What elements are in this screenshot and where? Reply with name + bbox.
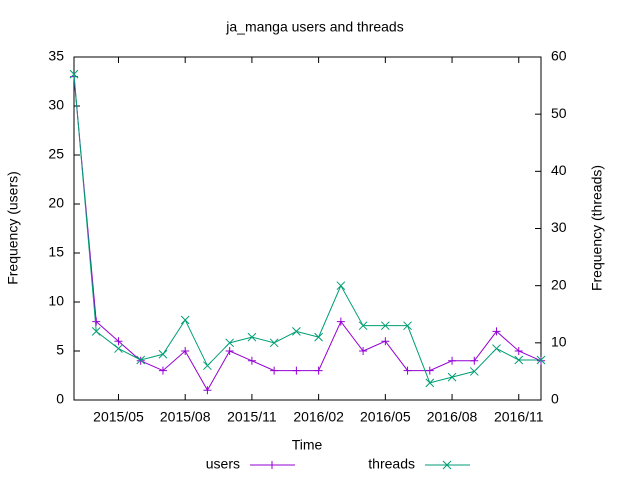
x-tick-label: 2015/11	[227, 409, 277, 425]
y2-tick-label: 0	[551, 391, 559, 407]
series-point	[114, 337, 123, 346]
series-point	[114, 344, 123, 353]
series-point	[469, 367, 479, 376]
series-point	[292, 327, 301, 336]
series-point	[492, 327, 501, 336]
y-tick-label: 35	[48, 48, 64, 64]
series-point	[403, 321, 412, 331]
series-point	[225, 347, 234, 355]
y-tick-label: 20	[48, 195, 64, 211]
chart-title: ja_manga users and threads	[225, 19, 403, 35]
y-tick-label: 15	[48, 244, 64, 260]
series-point	[514, 347, 523, 355]
series-point	[425, 378, 435, 388]
series-point	[380, 321, 390, 331]
series-point	[247, 332, 257, 342]
series-point	[92, 317, 101, 326]
series-point	[537, 356, 545, 365]
series-point	[136, 355, 146, 365]
series-point	[536, 355, 546, 365]
legend-marker	[268, 461, 276, 469]
series-point	[403, 366, 412, 375]
x-tick-label: 2016/02	[293, 409, 344, 425]
y2-tick-label: 10	[551, 334, 567, 350]
series-point	[225, 338, 235, 348]
series-point	[514, 355, 524, 365]
y-tick-label: 5	[56, 342, 64, 358]
y2-tick-label: 30	[551, 219, 567, 235]
y-tick-label: 0	[56, 391, 64, 407]
x-tick-label: 2016/11	[494, 409, 544, 425]
y2-axis-label: Frequency (threads)	[589, 165, 605, 291]
y-axis-label: Frequency (users)	[5, 171, 21, 285]
y2-tick-label: 20	[551, 276, 567, 292]
series-point	[136, 356, 145, 365]
series-point	[292, 366, 301, 375]
y2-tick-label: 40	[551, 162, 567, 178]
series-point	[269, 338, 279, 348]
series-point	[69, 69, 79, 79]
series-point	[158, 349, 168, 359]
x-tick-label: 2016/08	[427, 409, 478, 425]
y2-tick-label: 60	[551, 48, 567, 64]
series-point	[91, 327, 101, 336]
series-line	[73, 74, 541, 384]
plot-frame	[73, 56, 542, 401]
legend-marker	[442, 460, 452, 470]
series-point	[314, 332, 323, 342]
series-point	[336, 281, 346, 291]
series-point	[203, 386, 212, 395]
x-tick-label: 2015/08	[160, 409, 211, 425]
y-tick-label: 25	[48, 146, 64, 162]
series-point	[359, 347, 368, 355]
x-axis-label: Time	[292, 437, 323, 453]
series-point	[247, 356, 256, 365]
series-point	[381, 337, 390, 346]
series-point	[203, 361, 212, 371]
legend-label: users	[206, 456, 240, 472]
series-point	[470, 356, 479, 365]
series-point	[425, 366, 434, 375]
series-point	[270, 366, 279, 375]
x-tick-label: 2015/05	[93, 409, 144, 425]
series-point	[448, 356, 457, 365]
series-point	[314, 366, 323, 375]
series-line	[73, 76, 542, 392]
y2-tick-label: 50	[551, 105, 567, 121]
series-point	[492, 344, 501, 353]
x-tick-label: 2016/05	[360, 409, 411, 425]
series-point	[336, 317, 345, 326]
y-tick-label: 10	[48, 293, 64, 309]
series-point	[158, 366, 167, 375]
series-point	[180, 315, 190, 325]
series-point	[358, 321, 368, 331]
legend-label: threads	[368, 456, 415, 472]
series-point	[181, 347, 190, 355]
series-point	[447, 372, 457, 382]
y-tick-label: 30	[48, 97, 64, 113]
